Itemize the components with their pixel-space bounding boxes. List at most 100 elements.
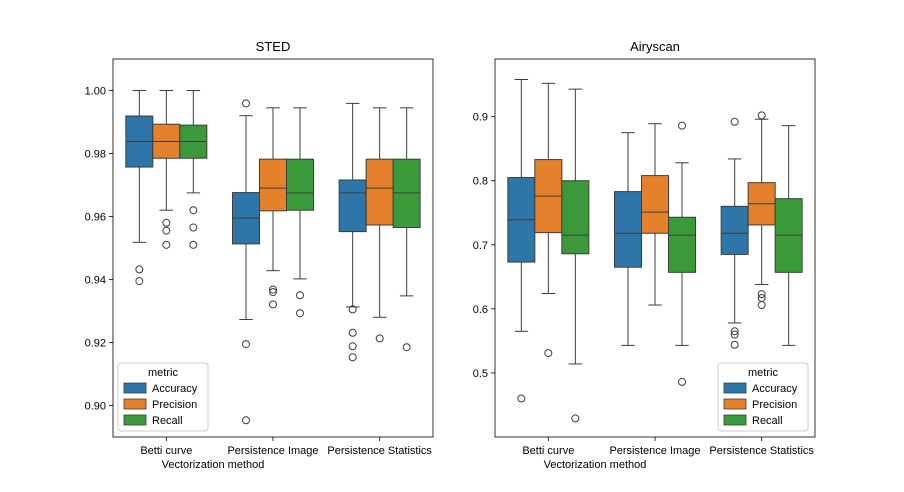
legend-label-accuracy: Accuracy [152, 383, 198, 395]
legend-box [117, 362, 209, 432]
box-body [286, 158, 314, 211]
x-tick-label: Betti curve [140, 445, 192, 457]
legend-swatch-precision [123, 398, 147, 410]
box-body [641, 175, 669, 234]
outlier-point [730, 330, 739, 339]
panel-title: Airyscan [630, 39, 680, 54]
outlier-point [757, 301, 766, 310]
box-accuracy-1 [232, 99, 260, 425]
outlier-point [730, 327, 739, 336]
outlier-point [571, 414, 580, 423]
outlier-point [348, 305, 357, 314]
legend-title: metric [748, 367, 778, 379]
box-accuracy-1 [614, 132, 642, 346]
legend-title: metric [148, 367, 178, 379]
legend-label-recall: Recall [152, 415, 183, 427]
x-axis-title: Vectorization method [162, 459, 265, 471]
box-body [668, 216, 696, 273]
box-accuracy-0 [125, 90, 154, 286]
y-tick-label: 1.00 [85, 86, 106, 98]
legend-swatch-accuracy [123, 382, 147, 394]
box-body [365, 158, 394, 226]
outlier-point [757, 111, 766, 120]
outlier-point [189, 206, 198, 215]
y-tick-label: 0.96 [85, 212, 106, 224]
outlier-point [517, 394, 526, 403]
box-accuracy-0 [507, 79, 536, 403]
outlier-point [348, 328, 357, 337]
box-precision-1 [641, 123, 669, 306]
x-tick-label: Betti curve [522, 445, 574, 457]
box-recall-0 [179, 90, 208, 249]
outlier-point [269, 285, 277, 294]
box-body [259, 158, 287, 212]
outlier-point [296, 291, 304, 300]
outlier-point [296, 309, 304, 318]
legend-swatch-accuracy [723, 382, 747, 394]
legend-label-recall: Recall [752, 415, 783, 427]
outlier-point [242, 99, 250, 108]
outlier-point [189, 240, 198, 249]
panel-title: STED [256, 39, 291, 54]
box-body [614, 191, 642, 268]
legend: metric Accuracy Precision Recall [117, 362, 209, 432]
legend-label-precision: Precision [752, 399, 797, 411]
legend-label-precision: Precision [152, 399, 197, 411]
x-axis-title: Vectorization method [544, 459, 647, 471]
box-recall-1 [668, 121, 696, 386]
y-tick-label: 0.9 [473, 112, 488, 124]
box-accuracy-2 [720, 117, 749, 349]
legend-box [717, 362, 809, 432]
box-precision-0 [152, 90, 181, 249]
outlier-point [402, 343, 411, 352]
legend-label-accuracy: Accuracy [752, 383, 798, 395]
legend-swatch-recall [723, 414, 747, 426]
outlier-point [162, 226, 171, 235]
axes-frame [112, 58, 434, 438]
box-body [561, 180, 590, 255]
legend: metric Accuracy Precision Recall [717, 362, 809, 432]
y-tick-label: 0.92 [85, 338, 106, 350]
outlier-point [135, 265, 144, 274]
box-body [720, 205, 749, 255]
y-tick-label: 0.5 [473, 368, 488, 380]
outlier-point [678, 377, 686, 386]
legend-swatch-precision [723, 398, 747, 410]
y-tick-label: 0.98 [85, 149, 106, 161]
legend-swatch-recall [123, 414, 147, 426]
outlier-point [269, 300, 277, 309]
outlier-point [375, 334, 384, 343]
outlier-point [242, 416, 250, 425]
outlier-point [189, 223, 198, 232]
box-precision-0 [534, 82, 563, 358]
x-tick-label: Persistence Image [609, 445, 700, 457]
box-recall-2 [774, 125, 803, 346]
outlier-point [757, 290, 766, 299]
outlier-point [730, 117, 739, 126]
outlier-point [678, 121, 686, 130]
box-accuracy-2 [338, 102, 367, 362]
outlier-point [348, 342, 357, 351]
box-precision-2 [747, 111, 776, 310]
box-recall-1 [286, 107, 314, 318]
y-tick-label: 0.90 [85, 401, 106, 413]
axes-frame [494, 58, 816, 438]
box-recall-0 [561, 88, 590, 423]
outlier-point [348, 353, 357, 362]
outlier-point [242, 340, 250, 349]
x-tick-label: Persistence Statistics [327, 445, 432, 457]
y-tick-label: 0.6 [473, 304, 488, 316]
box-precision-2 [365, 107, 394, 343]
chart-panel-sted: 0.90 0.92 0.94 0.96 0.98 1.00 Betti curve Persi… [85, 39, 434, 471]
outlier-point [544, 349, 553, 358]
box-precision-1 [259, 107, 287, 309]
chart-panel-airyscan: 0.5 0.6 0.7 0.8 0.9 Betti curve Persistence Im… [473, 39, 816, 471]
y-tick-label: 0.8 [473, 176, 488, 188]
box-recall-2 [392, 107, 421, 352]
outlier-point [162, 218, 171, 227]
outlier-point [162, 240, 171, 249]
outlier-point [135, 277, 144, 286]
outlier-point [269, 288, 277, 297]
box-body [338, 179, 367, 233]
